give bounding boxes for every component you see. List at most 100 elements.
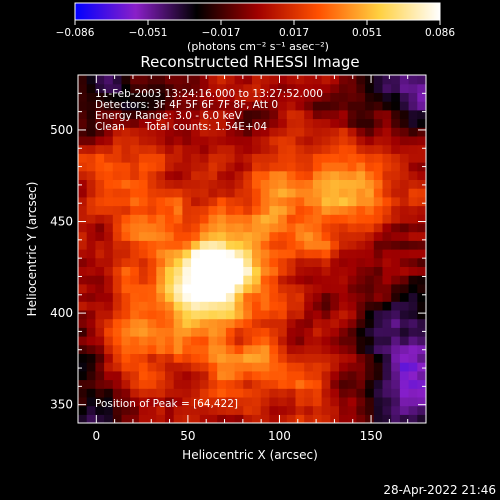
heatmap-cell <box>217 275 227 285</box>
heatmap-cell <box>304 179 314 189</box>
heatmap-cell <box>78 92 88 102</box>
heatmap-cell <box>252 266 262 276</box>
heatmap-cell <box>95 405 105 415</box>
heatmap-cell <box>312 370 323 381</box>
heatmap-cell <box>365 301 375 311</box>
heatmap-cell <box>286 292 297 302</box>
heatmap-cell <box>173 257 183 267</box>
heatmap-cell <box>295 309 305 320</box>
heatmap-cell <box>217 327 227 337</box>
heatmap-cell <box>286 370 297 381</box>
heatmap-cell <box>121 275 131 285</box>
heatmap-cell <box>304 101 314 111</box>
heatmap-cell <box>147 353 157 363</box>
heatmap-cell <box>95 283 105 294</box>
heatmap-cell <box>399 396 410 407</box>
heatmap-cell <box>199 370 210 381</box>
heatmap-cell <box>269 135 279 146</box>
heatmap-cell <box>104 188 114 198</box>
heatmap-cell <box>95 118 105 128</box>
heatmap-cell <box>147 118 157 128</box>
heatmap-cell <box>399 231 410 241</box>
heatmap-cell <box>217 92 227 102</box>
heatmap-cell <box>339 301 349 311</box>
heatmap-cell <box>286 336 297 346</box>
heatmap-cell <box>373 283 384 294</box>
heatmap-cell <box>286 309 297 320</box>
heatmap-cell <box>391 144 401 154</box>
heatmap-cell <box>225 153 236 163</box>
heatmap-cell <box>182 231 192 241</box>
heatmap-cell <box>330 144 340 154</box>
heatmap-cell <box>121 92 131 102</box>
heatmap-cell <box>121 249 131 259</box>
heatmap-cell <box>104 266 114 276</box>
heatmap-cell <box>173 275 183 285</box>
heatmap-cell <box>234 379 244 389</box>
heatmap-cell <box>278 109 288 120</box>
heatmap-cell <box>391 249 401 259</box>
heatmap-cell <box>330 92 340 102</box>
heatmap-cell <box>130 318 140 328</box>
heatmap-cell <box>269 405 279 415</box>
heatmap-cell <box>260 336 270 346</box>
heatmap-cell <box>295 257 305 267</box>
heatmap-cell <box>95 92 105 102</box>
heatmap-cell <box>312 222 323 233</box>
colorbar <box>74 2 441 21</box>
heatmap-cell <box>156 205 166 215</box>
heatmap-cell <box>121 240 131 250</box>
heatmap-cell <box>321 135 331 146</box>
heatmap-cell <box>112 231 123 241</box>
heatmap-cell <box>417 336 426 346</box>
heatmap-cell <box>347 170 357 180</box>
heatmap-cell <box>339 153 349 163</box>
heatmap-cell <box>156 283 166 294</box>
heatmap-cell <box>130 153 140 163</box>
heatmap-cell <box>78 301 88 311</box>
heatmap-cell <box>130 388 140 398</box>
heatmap-cell <box>191 135 201 146</box>
heatmap-cell <box>417 249 426 259</box>
heatmap-cell <box>252 379 262 389</box>
heatmap-cell <box>382 344 392 354</box>
heatmap-cell <box>391 205 401 215</box>
heatmap-cell <box>373 144 384 154</box>
heatmap-cell <box>165 396 175 407</box>
heatmap-cell <box>252 292 262 302</box>
heatmap-cell <box>286 414 297 423</box>
heatmap-cell <box>278 92 288 102</box>
heatmap-cell <box>391 362 401 372</box>
heatmap-cell <box>321 196 331 207</box>
heatmap-cell <box>321 214 331 224</box>
heatmap-cell <box>156 362 166 372</box>
heatmap-cell <box>130 118 140 128</box>
heatmap-cell <box>399 370 410 381</box>
heatmap-cell <box>347 196 357 207</box>
heatmap-cell <box>173 222 183 233</box>
heatmap-cell <box>391 344 401 354</box>
heatmap-cell <box>78 75 88 85</box>
heatmap-cell <box>86 162 96 172</box>
heatmap-cell <box>365 405 375 415</box>
heatmap-cell <box>252 370 262 381</box>
heatmap-cell <box>408 396 418 407</box>
heatmap-cell <box>373 214 384 224</box>
heatmap-cell <box>182 353 192 363</box>
heatmap-cell <box>199 109 210 120</box>
heatmap-cell <box>182 301 192 311</box>
x-axis-label: Heliocentric X (arcsec) <box>182 448 318 462</box>
heatmap-cell <box>391 92 401 102</box>
heatmap-cell <box>304 153 314 163</box>
heatmap-cell <box>217 283 227 294</box>
heatmap-cell <box>278 222 288 233</box>
heatmap-cell <box>173 249 183 259</box>
heatmap-cell <box>382 144 392 154</box>
heatmap-cell <box>165 405 175 415</box>
heatmap-cell <box>312 188 323 198</box>
heatmap-cell <box>339 353 349 363</box>
heatmap-cell <box>278 83 288 93</box>
heatmap-cell <box>173 405 183 415</box>
heatmap-cell <box>304 127 314 137</box>
heatmap-cell <box>130 127 140 137</box>
